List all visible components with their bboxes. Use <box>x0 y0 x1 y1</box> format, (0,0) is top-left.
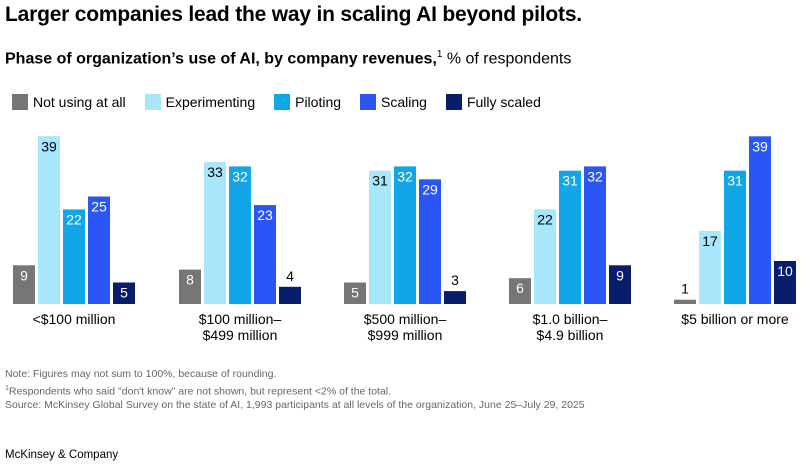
bar <box>584 166 606 304</box>
data-label: 39 <box>41 138 57 154</box>
legend-swatch <box>445 94 462 110</box>
bar <box>38 136 60 304</box>
data-label: 1 <box>681 281 689 297</box>
data-label: 32 <box>587 168 603 184</box>
category-label: $1.0 billion– <box>533 311 608 327</box>
brand-logo-text: McKinsey & Company <box>5 449 119 461</box>
data-label: 6 <box>516 280 524 296</box>
legend-swatch <box>12 94 28 110</box>
category-label: <$100 million <box>33 311 116 327</box>
category-label: $499 million <box>203 327 278 343</box>
data-label: 5 <box>351 285 359 301</box>
bar <box>279 286 301 304</box>
data-label: 8 <box>186 272 194 288</box>
note-rounding: Note: Figures may not sum to 100%, becau… <box>5 368 277 380</box>
data-label: 23 <box>257 207 273 223</box>
chart-legend: Not using at all Experimenting Piloting Sca… <box>12 94 560 110</box>
bar <box>444 291 466 304</box>
data-label: 33 <box>207 164 223 180</box>
category-label: $100 million– <box>199 311 282 327</box>
legend-item-4: Fully scaled <box>445 94 541 110</box>
category-label: $999 million <box>368 327 443 343</box>
chart-title: Larger companies lead the way in scaling… <box>5 3 582 26</box>
bar <box>724 170 746 304</box>
data-label: 32 <box>232 168 248 184</box>
legend-swatch <box>274 94 291 110</box>
legend-label: Piloting <box>295 94 342 110</box>
bar <box>204 162 226 304</box>
data-label: 9 <box>616 267 624 283</box>
data-label: 31 <box>372 173 388 189</box>
note-footnote-1: 1Respondents who said "don't know" are n… <box>5 382 585 399</box>
data-label: 39 <box>752 138 768 154</box>
data-label: 10 <box>777 263 793 279</box>
bar <box>88 196 110 304</box>
data-label: 22 <box>66 211 82 227</box>
bar <box>609 265 631 304</box>
chart-subtitle: Phase of organization’s use of AI, by co… <box>5 49 571 68</box>
data-label: 17 <box>702 233 718 249</box>
bar <box>749 136 771 304</box>
bar <box>674 299 696 304</box>
legend-item-2: Piloting <box>274 94 341 110</box>
bar <box>63 209 85 304</box>
legend-label: Fully scaled <box>466 94 541 110</box>
data-label: 25 <box>91 199 107 215</box>
legend-label: Scaling <box>381 94 427 110</box>
legend-item-3: Scaling <box>360 94 427 110</box>
data-label: 3 <box>451 272 459 288</box>
note-source: Source: McKinsey Global Survey on the st… <box>5 398 585 411</box>
note-footnote-text: Respondents who said "don't know" are no… <box>8 385 392 397</box>
bar <box>229 166 251 304</box>
chart-notes: Note: Figures may not sum to 100%, becau… <box>5 368 585 412</box>
subtitle-unit: % of respondents <box>442 50 572 68</box>
legend-swatch <box>360 94 377 110</box>
data-label: 22 <box>537 211 553 227</box>
legend-item-1: Experimenting <box>144 94 256 110</box>
bar <box>13 265 35 304</box>
category-label: $500 million– <box>364 311 447 327</box>
category-label: $5 billion or more <box>681 311 789 327</box>
bar <box>509 278 531 304</box>
data-label: 4 <box>286 268 294 284</box>
data-label: 9 <box>20 267 28 283</box>
bar <box>179 269 201 304</box>
data-label: 31 <box>562 173 578 189</box>
bar <box>774 261 796 304</box>
bar <box>419 179 441 304</box>
category-label: $4.9 billion <box>537 327 604 343</box>
bar <box>344 282 366 304</box>
bar <box>699 230 721 304</box>
bar <box>369 170 391 304</box>
subtitle-main: Phase of organization’s use of AI, by co… <box>5 50 437 68</box>
bar <box>394 166 416 304</box>
note-footnote-mark: 1 <box>5 384 9 392</box>
legend-label: Experimenting <box>165 94 256 110</box>
bar <box>113 282 135 304</box>
legend-swatch <box>144 94 161 110</box>
subtitle-footnote-mark: 1 <box>436 49 443 60</box>
data-label: 32 <box>397 168 413 184</box>
data-label: 31 <box>727 173 743 189</box>
bar <box>559 170 581 304</box>
legend-item-0: Not using at all <box>12 94 126 110</box>
bar <box>534 209 556 304</box>
legend-label: Not using at all <box>33 94 126 110</box>
data-label: 29 <box>422 181 438 197</box>
bar <box>254 205 276 304</box>
data-label: 5 <box>120 285 128 301</box>
